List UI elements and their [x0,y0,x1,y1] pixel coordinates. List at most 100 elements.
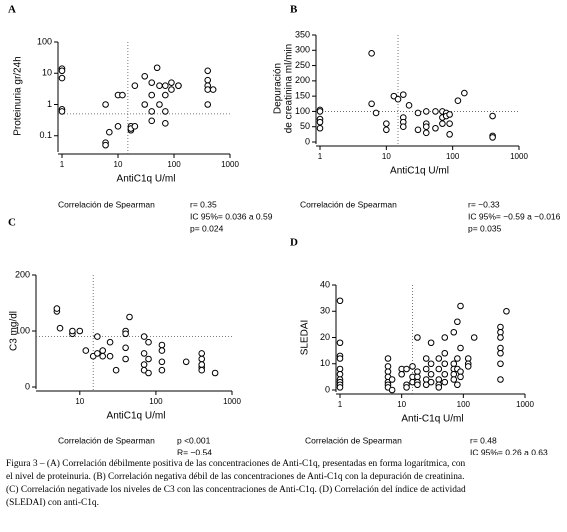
y-tick-label: 0 [325,384,330,394]
data-point [148,108,156,115]
data-point [383,126,390,134]
data-point [316,108,324,115]
data-point [114,123,122,130]
y-tick-label: 20 [320,332,330,342]
x-axis-title: Anti-C1q U/ml [401,414,463,425]
data-point [122,330,129,338]
data-point [158,366,166,374]
data-point [58,67,66,75]
data-point [422,365,430,373]
data-point [441,349,449,357]
panel-label: D [290,237,298,249]
data-point [316,118,324,126]
y-tick-label: 100 [15,325,30,335]
stat-annotation: Correlación de Spearman [58,435,155,445]
y-tick-label: 40 [320,279,330,289]
data-point [427,360,435,368]
data-point [461,89,468,97]
data-point [94,350,101,357]
y-tick-label: 0.1 [39,130,52,140]
stat-annotation: r= −0.33 [468,199,500,209]
data-point [464,363,472,370]
data-point [58,108,66,115]
y-axis-title: Depuración [273,63,284,114]
x-tick-label: 1 [338,400,343,409]
data-point [145,338,152,346]
data-point [457,344,464,352]
data-point [454,381,461,389]
data-point [131,123,139,130]
data-point [145,355,152,363]
data-point [168,86,175,93]
y-tick-label: 250 [295,60,310,70]
x-tick-label: 10 [397,400,406,409]
data-point [140,333,148,340]
data-point [432,108,439,115]
data-point [119,91,126,99]
data-point [399,91,407,98]
data-point [158,341,166,349]
data-point [82,347,90,354]
data-point [414,381,421,389]
data-point [414,109,422,117]
data-point [394,95,402,103]
data-point [435,355,443,362]
stat-annotation: R= −0.54 [177,447,212,455]
data-point [427,370,435,378]
data-point [441,360,449,368]
data-point [168,79,175,86]
y-tick-label: 10 [42,68,52,78]
data-point [148,117,156,125]
data-point [388,376,396,383]
panel-label: A [8,4,16,16]
data-point [489,112,496,120]
data-point [316,124,324,132]
data-point [414,126,422,134]
data-point [106,338,114,346]
data-point [148,91,156,99]
stat-annotation: IC 95%= −0.59 a −0.016 [468,211,561,221]
data-point [69,327,76,335]
data-point [158,347,166,354]
data-point [156,82,163,89]
data-point [497,334,504,341]
y-tick-label: 100 [295,106,310,116]
data-point [372,109,380,117]
y-tick-label: 1 [47,99,52,109]
data-point [489,134,496,141]
x-axis-title: AntiC1q U/ml [107,411,166,422]
data-point [497,376,504,383]
data-point [182,358,190,366]
data-point [422,355,430,362]
data-point [384,355,392,362]
data-point [422,129,430,137]
data-point [141,101,149,108]
data-point [405,102,413,109]
data-point [368,100,375,108]
data-point [454,318,461,326]
caption-line: Figura 3 – (A) Correlación débilmente po… [6,459,466,469]
data-point [454,355,461,362]
y-tick-label: 300 [295,45,310,55]
data-point [503,307,510,315]
panel-label: B [290,4,298,16]
x-tick-label: 1 [318,152,323,161]
data-point [441,334,449,341]
data-point [470,334,478,341]
data-point [422,108,430,115]
x-tick-label: 10 [75,397,84,406]
data-point [336,297,344,305]
data-point [198,361,206,368]
caption: Figura 3 – (A) Correlación débilmente po… [6,458,466,510]
data-point [141,72,149,80]
y-axis-title: de creatinina ml/min [284,44,295,133]
data-point [388,386,396,394]
data-point [454,97,462,105]
y-tick-label: 0 [305,136,310,146]
data-point [368,50,375,57]
data-point [450,376,458,383]
y-tick-label: 200 [15,269,30,279]
stat-annotation: Correlación de Spearman [58,199,155,209]
